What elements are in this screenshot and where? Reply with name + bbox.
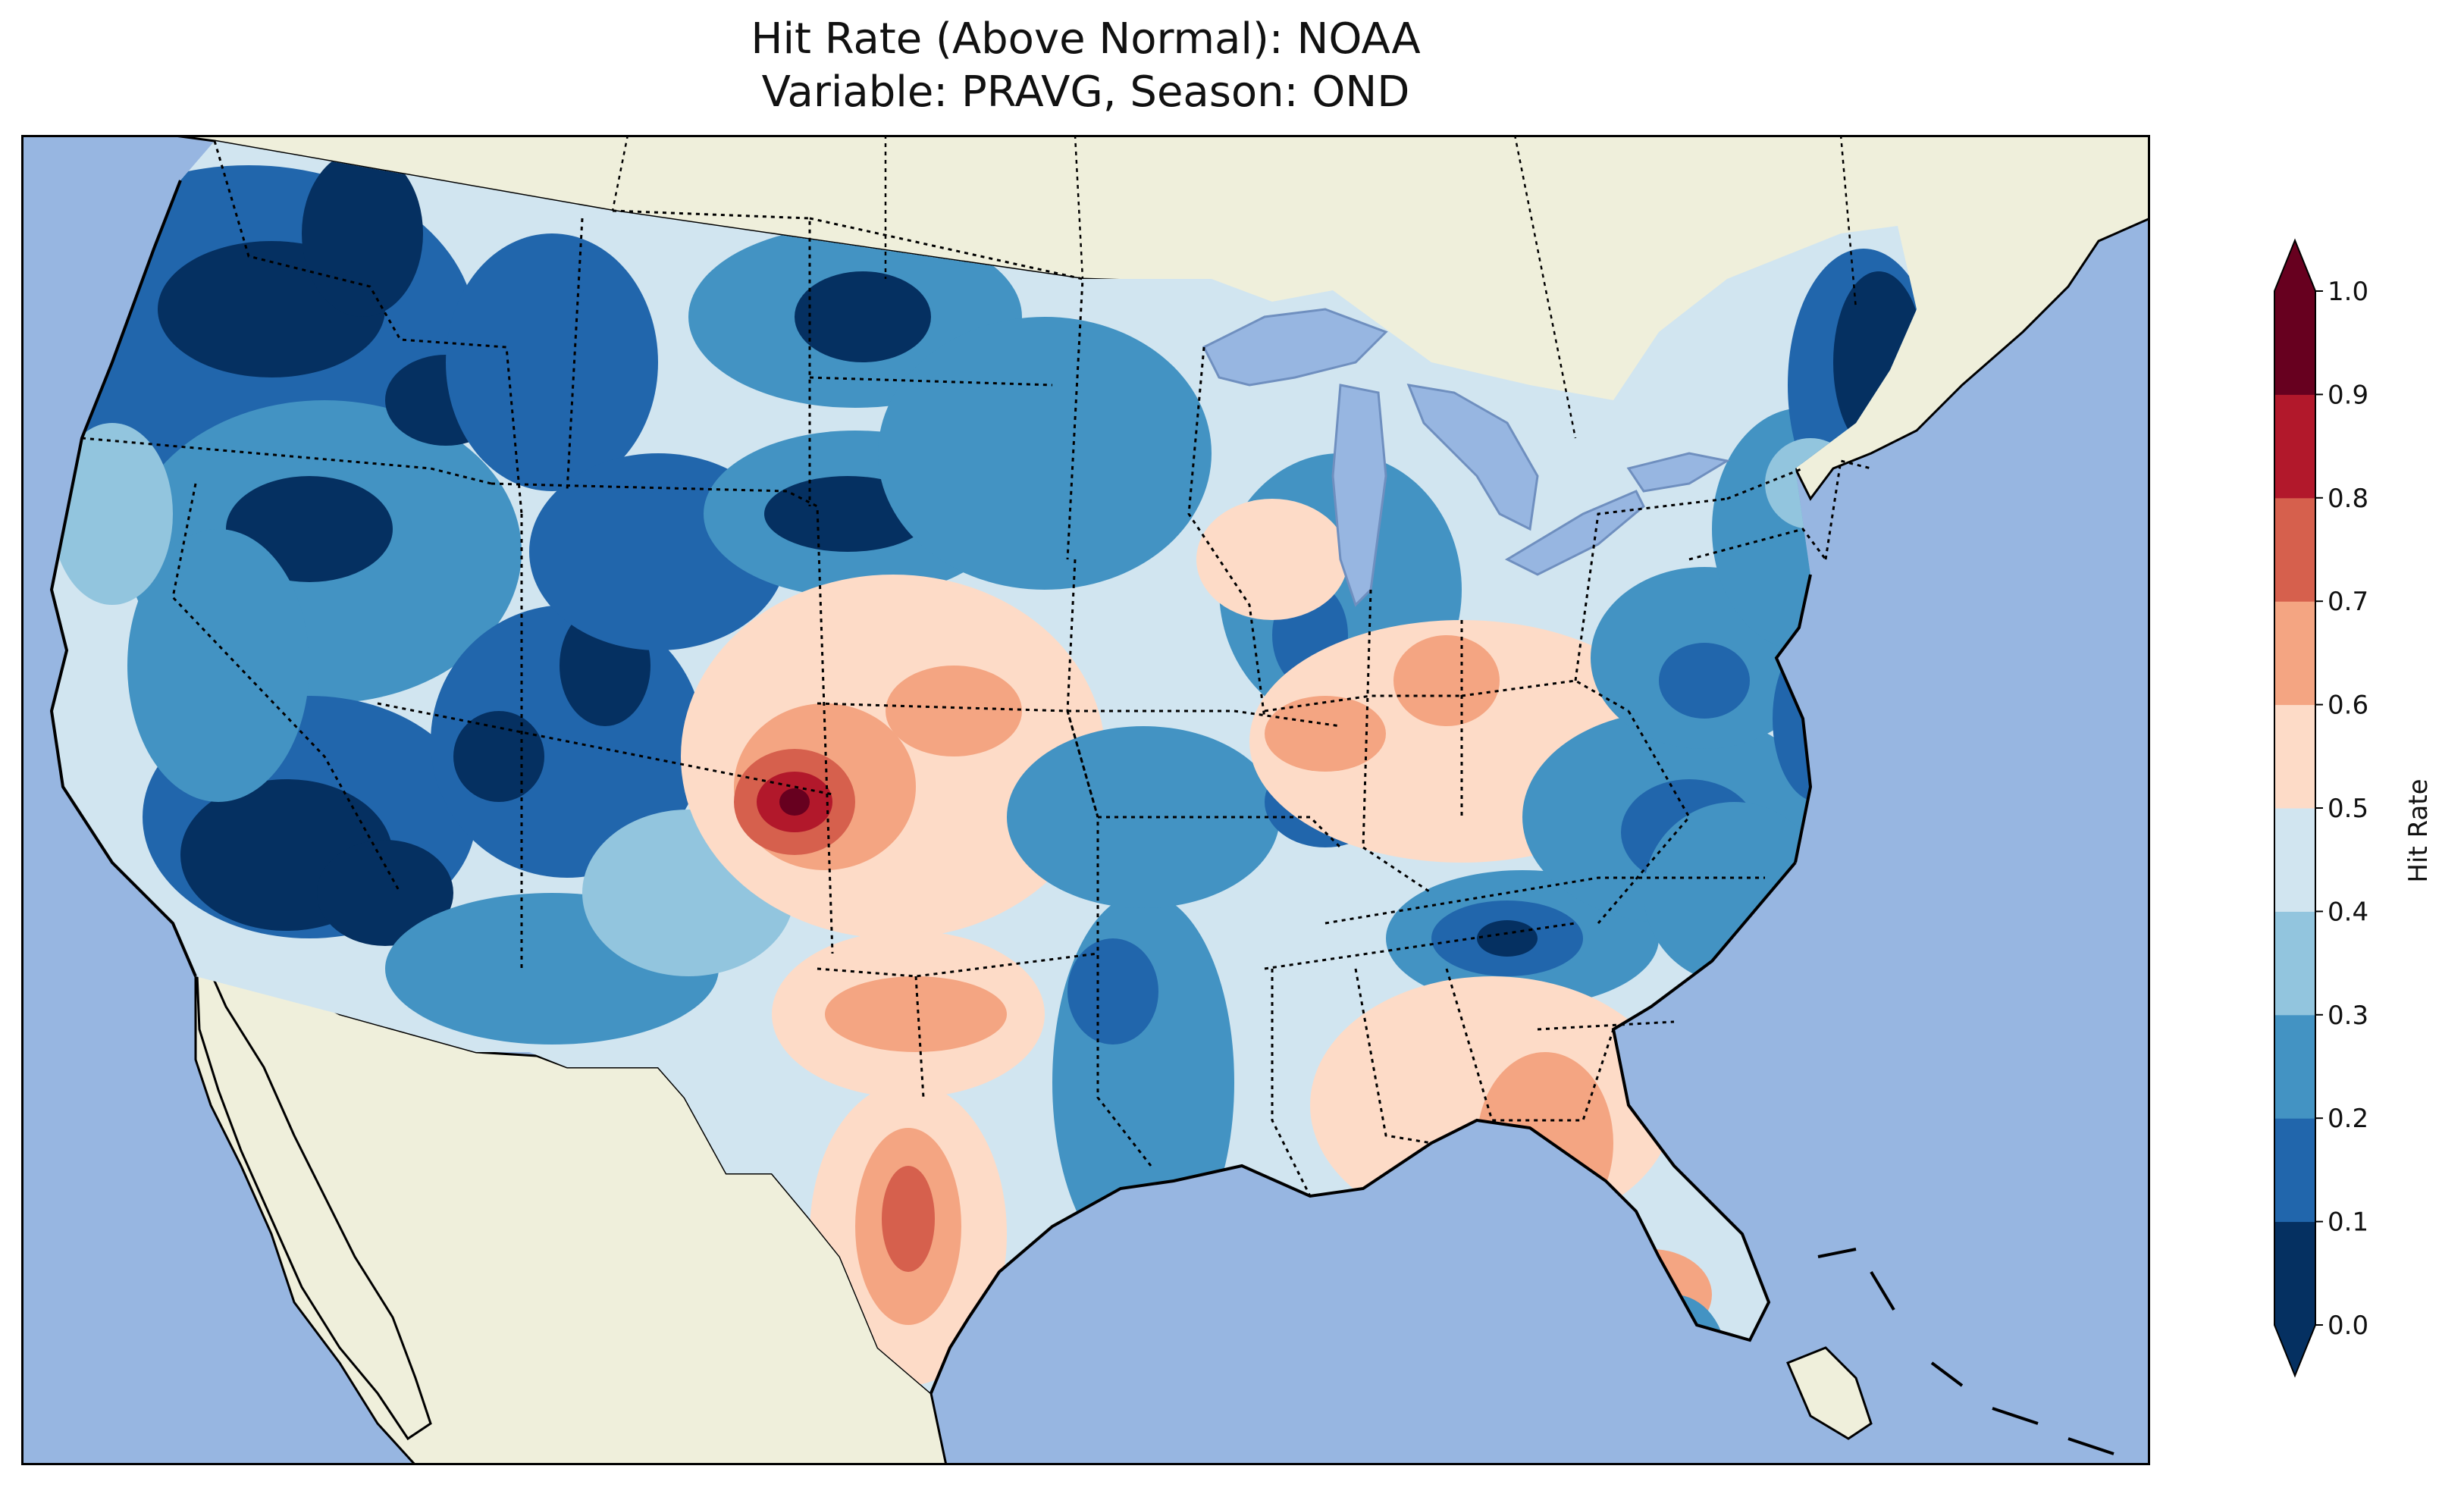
colorbar-tick-label: 0.5 [2328,794,2368,824]
colorbar-tick-label: 0.6 [2328,691,2368,721]
colorbar-extend-max [2274,240,2315,291]
colorbar-segment [2274,497,2315,602]
map-frame [21,135,2150,1465]
colorbar-tick-label: 1.0 [2328,277,2368,307]
colorbar-tick-label: 0.9 [2328,380,2368,410]
colorbar-segment [2274,808,2315,912]
colorbar-segment [2274,1221,2315,1326]
colorbar-tick-label: 0.2 [2328,1104,2368,1134]
bahamas-islands [1817,1248,2114,1455]
colorbar-tick-label: 0.7 [2328,587,2368,617]
baja-peninsula [194,938,432,1441]
map-title-line2: Variable: PRAVG, Season: OND [761,67,1410,117]
colorbar-tick-label: 0.3 [2328,1001,2368,1031]
us-coastline [49,180,1813,1394]
colorbar-segment [2274,291,2315,395]
colorbar-tick-label: 0.0 [2328,1311,2368,1341]
colorbar-label: Hit Rate [2403,778,2434,883]
cuba-land [1786,1346,1873,1440]
colorbar-segment [2274,704,2315,809]
colorbar-segment [2274,1118,2315,1223]
canada-borders [611,135,1857,439]
colorbar-segment [2274,394,2315,499]
colorbar-segment [2274,601,2315,706]
colorbar-tick-label: 0.8 [2328,484,2368,514]
map-title-line1: Hit Rate (Above Normal): NOAA [751,14,1421,64]
colorbar: 0.0 0.1 0.2 0.3 0.4 0.5 0.6 0.7 0.8 0.9 1.0 [2274,238,2368,1378]
colorbar-segment [2274,911,2315,1016]
state-borders [81,140,1872,1197]
colorbar-extend-min [2274,1325,2315,1377]
colorbar-tick-label: 0.4 [2328,897,2368,927]
map-plot-area [21,135,2150,1465]
colorbar-segment [2274,1014,2315,1119]
colorbar-tick-label: 0.1 [2328,1207,2368,1238]
